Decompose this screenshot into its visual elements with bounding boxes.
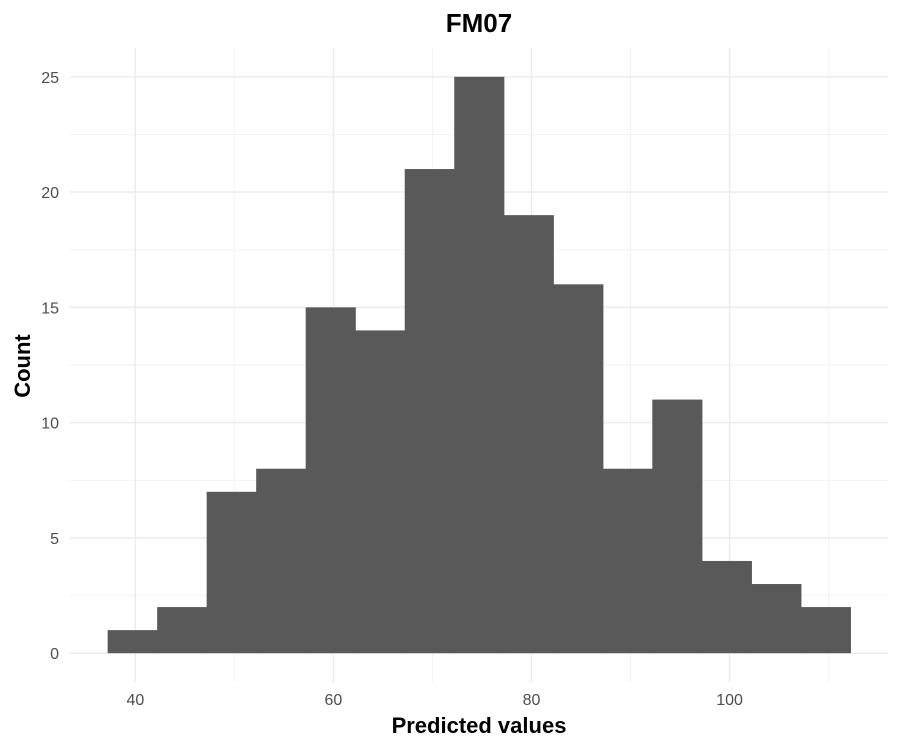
y-tick-label: 20 [41, 185, 59, 202]
chart-title: FM07 [446, 8, 512, 38]
y-tick-label: 25 [41, 70, 59, 87]
histogram-bar [355, 330, 406, 654]
y-tick-label: 0 [50, 646, 59, 663]
x-axis-title: Predicted values [392, 713, 567, 738]
y-tick-label: 10 [41, 416, 59, 433]
histogram-bar [701, 560, 752, 654]
histogram-bar [404, 169, 455, 654]
x-tick-label: 60 [325, 692, 343, 709]
y-tick-label: 15 [41, 300, 59, 317]
histogram-bar [503, 215, 554, 654]
x-tick-label: 100 [716, 692, 743, 709]
y-axis-title: Count [10, 334, 35, 398]
x-axis-ticks: 40 60 80 100 [126, 692, 743, 709]
histogram-bar [107, 630, 158, 654]
histogram-bar [652, 399, 703, 654]
histogram-bar [256, 468, 307, 654]
histogram-bar [800, 607, 851, 654]
histogram-bar [305, 307, 356, 654]
histogram-bar [157, 607, 208, 654]
x-tick-label: 80 [523, 692, 541, 709]
histogram-bar [206, 491, 257, 654]
histogram-bar [602, 468, 653, 654]
histogram-bar [751, 584, 802, 654]
x-tick-label: 40 [126, 692, 144, 709]
histogram-bar [553, 284, 604, 654]
histogram-bars [107, 76, 851, 654]
y-tick-label: 5 [50, 531, 59, 548]
histogram-bar [454, 76, 505, 654]
y-axis-ticks: 0 5 10 15 20 25 [41, 70, 59, 663]
